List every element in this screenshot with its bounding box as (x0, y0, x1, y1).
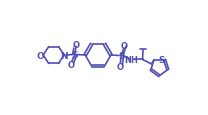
Text: O: O (73, 40, 79, 49)
Text: S: S (72, 51, 78, 59)
Text: NH: NH (125, 56, 139, 64)
Text: O: O (116, 62, 123, 71)
Text: O: O (121, 41, 128, 50)
Text: O: O (37, 51, 45, 60)
Text: S: S (118, 52, 125, 60)
Text: S: S (158, 56, 165, 65)
Text: N: N (60, 51, 68, 60)
Text: O: O (68, 60, 75, 69)
